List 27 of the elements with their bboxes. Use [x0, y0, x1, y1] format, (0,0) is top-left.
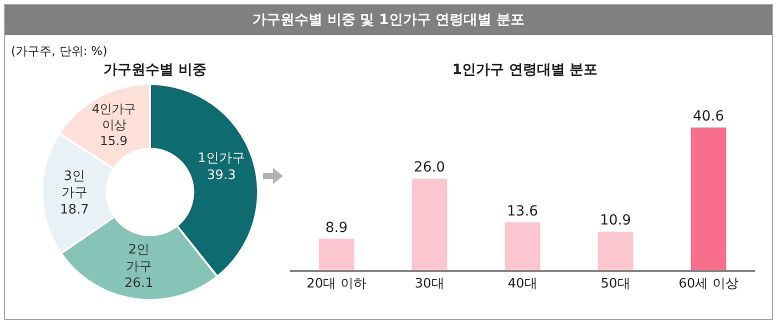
data-label: 18.7: [60, 202, 89, 218]
data-label: 8.9: [325, 220, 348, 236]
data-label: 13.6: [506, 203, 538, 220]
data-label: 39.3: [206, 168, 236, 184]
x-tick-label: 20대 이하: [306, 276, 366, 292]
data-label: 26.1: [124, 276, 154, 292]
x-tick-label: 30대: [414, 276, 444, 292]
slice-label: 4인가구 이상: [92, 100, 136, 132]
text: (가구주, 단위: %): [11, 43, 108, 60]
text: 가구원수별 비중 및 1인가구 연령대별 분포: [5, 5, 772, 35]
x-tick-label: 60세 이상: [678, 276, 738, 292]
x-tick-label: 50대: [600, 276, 630, 292]
bar: [690, 128, 726, 270]
bar: [318, 238, 354, 270]
data-label: 15.9: [100, 133, 128, 148]
data-label: 40.6: [692, 108, 724, 124]
chart-title: 1인가구 연령대별 분포: [451, 61, 599, 79]
data-label: 26.0: [414, 160, 446, 176]
bar: [504, 222, 540, 270]
slice-label: 3인 가구: [61, 168, 88, 201]
chart-subtitle: 가구원수별 비중: [102, 61, 208, 79]
bar: [598, 232, 634, 270]
bar: [412, 178, 448, 270]
data-label: 10.9: [600, 212, 632, 229]
x-tick-label: 40대: [508, 276, 538, 292]
slice-label: 1인가구: [198, 151, 246, 166]
slice-label: 2인 가구: [126, 242, 152, 274]
